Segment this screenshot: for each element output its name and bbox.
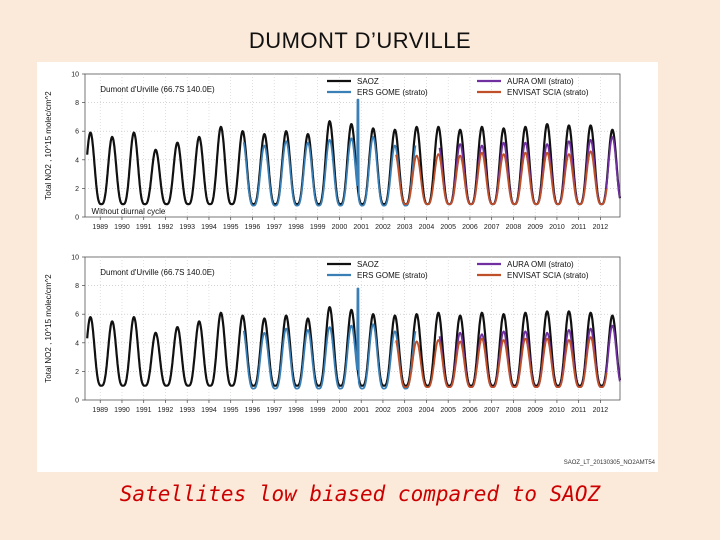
x-tick-label: 2007: [484, 407, 500, 414]
timeseries-figure: 0 2 4 6 8 10 1989 1990 1991 1992 1993 1994 1995 1996 1…: [44, 72, 656, 467]
x-tick-label: 1998: [288, 407, 304, 414]
figure-panel: 0 2 4 6 8 10 1989 1990 1991 1992 1993 1994 1995 1996 1…: [37, 62, 658, 472]
y-tick-label: 0: [75, 215, 79, 222]
x-tick-label: 2008: [506, 224, 522, 231]
y-axis-label: Total NO2 , 10^15 molec/cm^2: [44, 91, 53, 200]
x-tick-label: 2002: [375, 407, 391, 414]
x-tick-label: 1992: [158, 407, 174, 414]
x-tick-label: 1999: [310, 407, 326, 414]
x-tick-label: 2005: [440, 224, 456, 231]
x-tick-label: 1993: [179, 224, 195, 231]
y-tick-label: 4: [75, 157, 79, 164]
x-tick-label: 1999: [310, 224, 326, 231]
x-tick-label: 1997: [266, 407, 282, 414]
series-line-envisat-scia-strato-: [395, 150, 608, 206]
y-tick-label: 2: [75, 186, 79, 193]
x-tick-label: 2001: [353, 224, 369, 231]
legend-label: ENVISAT SCIA (strato): [507, 271, 589, 280]
chart-panel-top: 0 2 4 6 8 10 1989 1990 1991 1992 1993 1994 1995 1996 1…: [44, 72, 622, 231]
x-tick-label: 1993: [179, 407, 195, 414]
legend-label: SAOZ: [357, 77, 379, 86]
x-tick-label: 1997: [266, 224, 282, 231]
figure-id-label: SAOZ_LT_20130305_NO2AMT54: [564, 460, 656, 466]
y-tick-label: 8: [75, 283, 79, 290]
x-tick-label: 2009: [527, 224, 543, 231]
x-tick-label: 2003: [397, 224, 413, 231]
legend-label: AURA OMI (strato): [507, 77, 574, 86]
x-tick-label: 2001: [353, 407, 369, 414]
y-tick-label: 10: [71, 255, 79, 262]
x-tick-label: 1991: [136, 407, 152, 414]
site-label: Dumont d'Urville (66.7S 140.0E): [100, 85, 215, 94]
site-label: Dumont d'Urville (66.7S 140.0E): [100, 268, 215, 277]
x-tick-label: 2011: [571, 224, 586, 231]
plot-frame: [84, 256, 621, 401]
x-tick-label: 2012: [593, 224, 609, 231]
y-tick-label: 8: [75, 100, 79, 107]
legend-label: AURA OMI (strato): [507, 260, 574, 269]
x-tick-label: 2000: [332, 224, 348, 231]
x-tick-label: 1995: [223, 224, 239, 231]
x-tick-label: 2004: [419, 407, 435, 414]
y-tick-label: 4: [75, 340, 79, 347]
panel-annotation: Without diurnal cycle: [92, 207, 166, 216]
y-tick-label: 2: [75, 369, 79, 376]
series-line-envisat-scia-strato-: [395, 336, 608, 389]
x-tick-label: 1989: [92, 224, 108, 231]
x-tick-label: 2010: [549, 407, 565, 414]
chart-panel-bottom: 0 2 4 6 8 10 1989 1990 1991 1992 1993 1994 1995 1996 1…: [44, 255, 622, 414]
x-tick-label: 2005: [440, 407, 456, 414]
y-tick-label: 6: [75, 129, 79, 136]
x-tick-label: 2006: [462, 224, 478, 231]
x-tick-label: 2002: [375, 224, 391, 231]
x-tick-label: 1995: [223, 407, 239, 414]
y-tick-label: 10: [71, 72, 79, 79]
y-tick-label: 0: [75, 398, 79, 405]
plot-frame: [84, 73, 621, 218]
series-line-ers-gome-strato-: [242, 287, 417, 390]
x-tick-label: 2010: [549, 224, 565, 231]
x-tick-label: 1989: [92, 407, 108, 414]
x-tick-label: 1994: [201, 224, 217, 231]
x-tick-label: 2007: [484, 224, 500, 231]
slide-title: DUMONT D’URVILLE: [248, 28, 472, 53]
x-tick-label: 1996: [245, 224, 261, 231]
x-tick-label: 1991: [136, 224, 152, 231]
x-tick-label: 2009: [527, 407, 543, 414]
x-tick-label: 1998: [288, 224, 304, 231]
slide-caption: Satellites low biased compared to SAOZ: [119, 482, 601, 506]
y-axis-label: Total NO2 , 10^15 molec/cm^2: [44, 274, 53, 383]
series-line-saoz: [86, 306, 622, 387]
x-tick-label: 2008: [506, 407, 522, 414]
series-line-ers-gome-strato-: [242, 98, 417, 207]
x-tick-label: 1990: [114, 224, 130, 231]
x-tick-label: 1996: [245, 407, 261, 414]
y-tick-label: 6: [75, 312, 79, 319]
x-tick-label: 1992: [158, 224, 174, 231]
x-tick-label: 1994: [201, 407, 217, 414]
x-tick-label: 2012: [593, 407, 609, 414]
x-tick-label: 2003: [397, 407, 413, 414]
legend-label: ENVISAT SCIA (strato): [507, 88, 589, 97]
x-tick-label: 1990: [114, 407, 130, 414]
x-tick-label: 2004: [419, 224, 435, 231]
x-tick-label: 2006: [462, 407, 478, 414]
x-tick-label: 2000: [332, 407, 348, 414]
legend-label: ERS GOME (strato): [357, 88, 428, 97]
legend-label: ERS GOME (strato): [357, 271, 428, 280]
legend-label: SAOZ: [357, 260, 379, 269]
x-tick-label: 2011: [571, 407, 586, 414]
